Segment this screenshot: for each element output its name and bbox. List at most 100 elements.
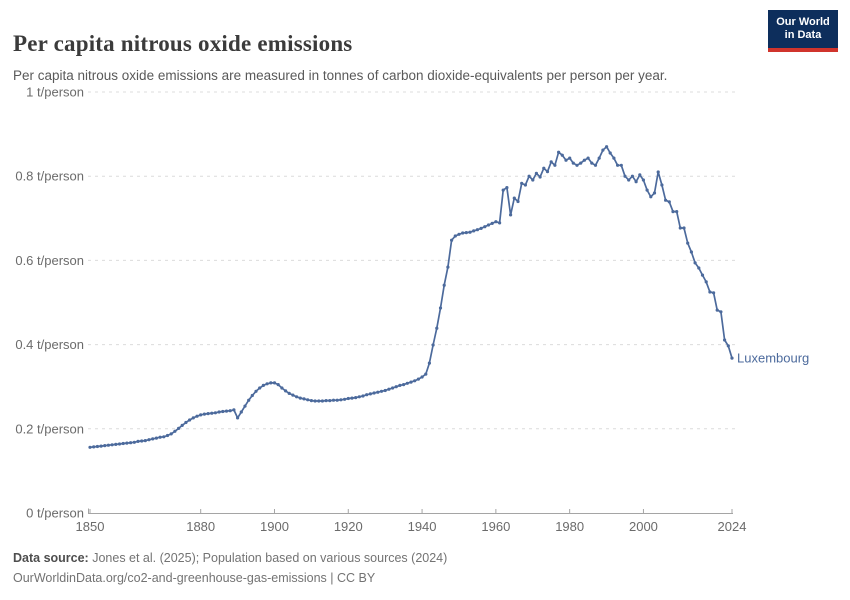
data-point: [438, 306, 443, 310]
data-point: [306, 398, 310, 402]
data-point: [206, 412, 210, 416]
data-point: [416, 377, 420, 381]
data-source-line: Data source: Jones et al. (2025); Popula…: [13, 548, 447, 568]
data-point: [121, 441, 125, 446]
data-point: [402, 383, 406, 387]
data-point: [545, 170, 550, 174]
data-point: [560, 153, 564, 157]
data-point: [309, 399, 313, 403]
data-point: [431, 343, 435, 347]
data-point: [582, 158, 587, 162]
data-point: [405, 381, 409, 385]
data-point: [498, 221, 502, 225]
data-point: [590, 161, 594, 165]
data-point: [195, 414, 199, 418]
owid-logo[interactable]: Our World in Data: [768, 10, 838, 52]
data-point: [483, 225, 487, 229]
series-entity-label[interactable]: Luxembourg: [737, 351, 809, 366]
data-point: [151, 437, 155, 441]
data-point: [162, 435, 166, 439]
data-point: [158, 435, 162, 439]
data-point: [165, 433, 170, 438]
data-point: [660, 183, 664, 187]
x-axis-tick-label: 1960: [481, 519, 510, 534]
data-point: [453, 234, 457, 238]
data-point: [693, 261, 697, 265]
y-axis-tick-label: 0 t/person: [26, 506, 84, 521]
data-point: [601, 148, 605, 152]
data-point: [413, 379, 417, 383]
data-point: [331, 398, 336, 402]
data-point: [446, 265, 450, 269]
x-axis-tick-label: 1920: [334, 519, 363, 534]
data-point: [479, 226, 483, 230]
data-point: [239, 410, 243, 414]
data-point: [232, 408, 236, 412]
data-point: [719, 310, 723, 314]
data-point: [224, 409, 229, 413]
data-point: [409, 380, 413, 384]
data-point: [317, 399, 321, 403]
data-point: [638, 173, 642, 177]
data-point: [236, 416, 240, 420]
data-point: [254, 389, 258, 393]
data-point: [361, 394, 365, 398]
data-point: [689, 250, 694, 254]
data-point: [117, 442, 122, 446]
data-point: [217, 410, 221, 414]
series-line-luxembourg[interactable]: [89, 145, 733, 449]
data-point: [221, 409, 225, 414]
data-point: [475, 228, 479, 232]
data-point: [509, 213, 513, 217]
data-source-text: Jones et al. (2025); Population based on…: [88, 551, 448, 565]
data-point: [180, 423, 184, 427]
data-point: [542, 166, 546, 170]
x-axis-tick-label: 1850: [76, 519, 105, 534]
data-point: [641, 178, 646, 182]
data-point: [354, 396, 358, 400]
data-point: [103, 444, 107, 448]
data-point: [472, 229, 476, 233]
data-point: [147, 438, 151, 442]
data-point: [169, 432, 173, 436]
data-point: [350, 396, 354, 400]
data-point: [210, 411, 214, 415]
x-axis-tick-label: 1940: [408, 519, 437, 534]
data-point: [553, 163, 557, 167]
x-axis-tick-label: 2024: [718, 519, 747, 534]
data-point: [335, 398, 339, 402]
data-point: [616, 163, 620, 167]
data-point: [723, 338, 727, 342]
data-point: [534, 171, 539, 175]
data-point: [143, 439, 147, 443]
data-point: [261, 383, 265, 387]
data-point: [88, 445, 92, 449]
data-point: [265, 382, 269, 386]
data-point: [420, 375, 424, 379]
data-point: [579, 161, 583, 165]
data-point: [188, 418, 192, 422]
data-point: [177, 426, 181, 430]
data-point: [372, 391, 376, 395]
data-point: [656, 170, 660, 174]
data-point: [697, 266, 701, 270]
owid-url-link[interactable]: OurWorldinData.org/co2-and-greenhouse-ga…: [13, 571, 376, 585]
owid-logo-line2: in Data: [784, 29, 822, 41]
data-point: [424, 372, 428, 376]
x-axis-tick-label: 1900: [260, 519, 289, 534]
y-axis-tick-label: 0.2 t/person: [15, 421, 84, 436]
data-point: [557, 150, 561, 154]
data-point: [671, 210, 675, 214]
data-point: [645, 188, 649, 192]
data-point: [284, 389, 288, 393]
data-point: [501, 188, 505, 192]
data-point: [184, 420, 188, 425]
data-point: [343, 397, 347, 401]
data-point: [568, 156, 572, 160]
data-point: [608, 151, 612, 155]
data-point: [125, 441, 129, 445]
data-point: [346, 396, 350, 401]
data-point: [129, 441, 133, 445]
data-point: [243, 404, 247, 408]
